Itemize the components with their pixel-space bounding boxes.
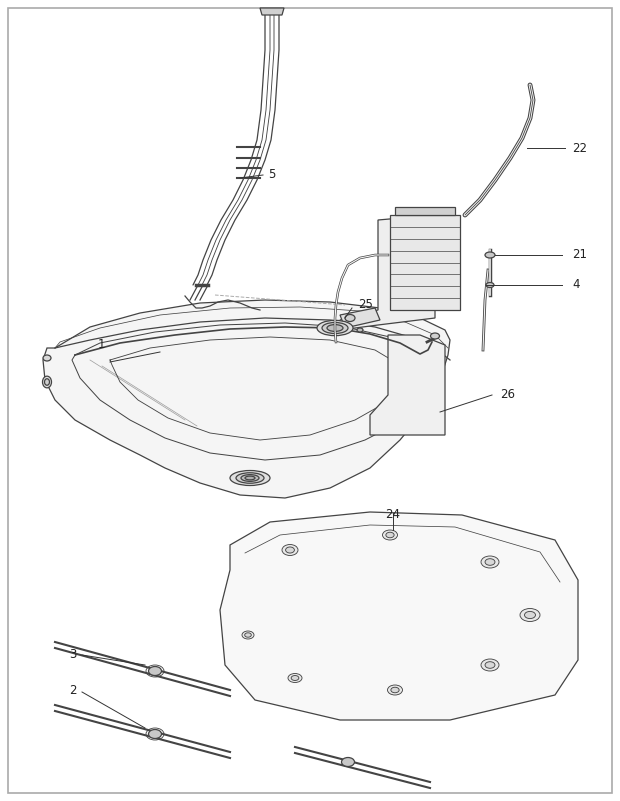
Ellipse shape — [230, 470, 270, 485]
Ellipse shape — [317, 320, 353, 336]
Text: eReplacementParts.com: eReplacementParts.com — [211, 402, 389, 417]
Ellipse shape — [383, 530, 397, 540]
Text: 26: 26 — [500, 388, 515, 401]
Ellipse shape — [245, 633, 251, 638]
Text: 5: 5 — [268, 168, 275, 182]
Ellipse shape — [43, 355, 51, 361]
Ellipse shape — [486, 283, 494, 288]
Ellipse shape — [291, 675, 299, 681]
Ellipse shape — [236, 473, 264, 483]
Ellipse shape — [357, 328, 363, 332]
Ellipse shape — [485, 662, 495, 668]
Ellipse shape — [288, 674, 302, 682]
Text: 3: 3 — [69, 649, 77, 662]
Polygon shape — [370, 335, 445, 435]
Ellipse shape — [485, 252, 495, 258]
Ellipse shape — [242, 631, 254, 639]
Ellipse shape — [149, 666, 161, 675]
Polygon shape — [220, 512, 578, 720]
Bar — [395, 207, 455, 215]
Text: 2: 2 — [69, 683, 77, 697]
Ellipse shape — [481, 659, 499, 671]
Ellipse shape — [520, 609, 540, 622]
Ellipse shape — [386, 532, 394, 537]
Ellipse shape — [286, 547, 294, 553]
Ellipse shape — [245, 476, 255, 480]
Polygon shape — [43, 300, 450, 498]
Bar — [390, 215, 460, 310]
Ellipse shape — [327, 324, 343, 332]
Ellipse shape — [149, 730, 161, 739]
Ellipse shape — [430, 333, 440, 339]
Text: 24: 24 — [386, 508, 401, 521]
Text: 4: 4 — [572, 279, 580, 292]
Ellipse shape — [45, 379, 50, 385]
Ellipse shape — [342, 758, 355, 767]
Ellipse shape — [322, 323, 348, 333]
Ellipse shape — [282, 545, 298, 556]
Ellipse shape — [388, 685, 402, 695]
Ellipse shape — [43, 376, 51, 388]
Ellipse shape — [481, 556, 499, 568]
Polygon shape — [340, 308, 380, 328]
Text: 21: 21 — [572, 248, 587, 261]
Text: 25: 25 — [358, 299, 373, 312]
Ellipse shape — [485, 559, 495, 566]
Text: 22: 22 — [572, 142, 587, 155]
Ellipse shape — [241, 475, 259, 481]
Ellipse shape — [391, 687, 399, 693]
Polygon shape — [340, 215, 435, 330]
Text: 1: 1 — [97, 339, 105, 352]
Polygon shape — [260, 8, 284, 15]
Ellipse shape — [525, 611, 536, 618]
Ellipse shape — [345, 315, 355, 321]
